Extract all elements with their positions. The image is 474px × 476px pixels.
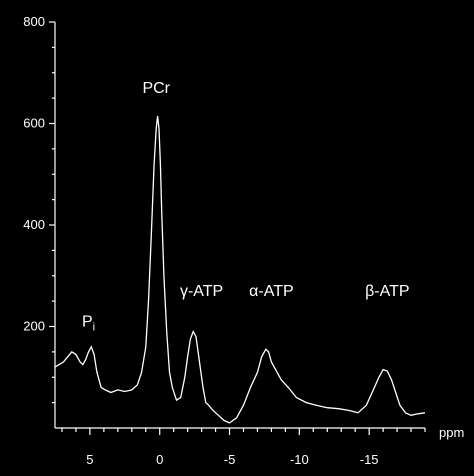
x-tick-label: -10 — [290, 452, 309, 467]
spectrum-series-line — [54, 115, 426, 424]
axes — [54, 22, 425, 429]
peak-label: PCr — [142, 80, 170, 97]
peak-label-base: P — [82, 314, 93, 331]
x-tick-label: -15 — [360, 452, 379, 467]
peak-annotations: Pi PCr γ-ATP α-ATP β-ATP — [82, 80, 410, 333]
x-tick-label: -5 — [224, 452, 236, 467]
peak-label: Pi — [82, 314, 95, 334]
y-tick-label: 200 — [23, 319, 45, 334]
peak-label: β-ATP — [365, 283, 409, 300]
peak-label: α-ATP — [249, 283, 294, 300]
y-tick-label: 800 — [23, 14, 45, 29]
x-tick-label: 0 — [156, 452, 163, 467]
peak-label: γ-ATP — [180, 283, 223, 300]
series-group — [54, 115, 426, 424]
y-tick-label: 600 — [23, 116, 45, 131]
x-tick-label: 5 — [86, 452, 93, 467]
x-axis-label: ppm — [439, 425, 464, 440]
y-tick-label: 400 — [23, 217, 45, 232]
ticks: 200 400 600 800 5 0 -5 -10 -15 — [23, 14, 426, 467]
peak-label-subscript: i — [93, 322, 95, 334]
